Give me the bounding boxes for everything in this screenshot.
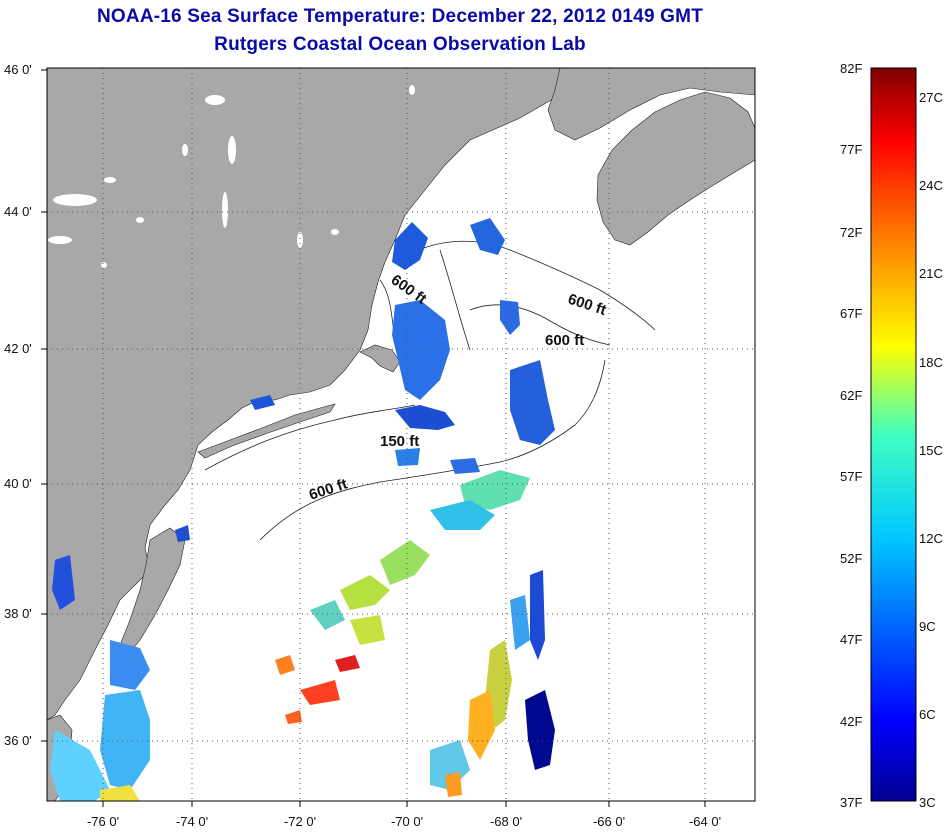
colorbar-c-label: 9C: [919, 619, 936, 634]
lon-label: -66 0': [593, 814, 625, 829]
grid-lines: [47, 68, 755, 801]
map-title: NOAA-16 Sea Surface Temperature: Decembe…: [97, 6, 703, 27]
colorbar-c-label: 12C: [919, 531, 943, 546]
colorbar-f-label: 72F: [840, 225, 862, 240]
colorbar-f-label: 62F: [840, 388, 862, 403]
colorbar-c-label: 6C: [919, 707, 936, 722]
lon-label: -76 0': [87, 814, 119, 829]
inland-lakes: [48, 85, 415, 268]
map-subtitle: Rutgers Coastal Ocean Observation Lab: [214, 34, 586, 55]
colorbar-c-label: 21C: [919, 266, 943, 281]
lon-label: -72 0': [284, 814, 316, 829]
colorbar-f-label: 77F: [840, 142, 862, 157]
colorbar-f-label: 57F: [840, 469, 862, 484]
lat-label: 38 0': [4, 606, 32, 621]
colorbar-f-label: 82F: [840, 61, 862, 76]
colorbar-c-label: 15C: [919, 443, 943, 458]
lat-label: 42 0': [4, 341, 32, 356]
land-new-brunswick: [547, 68, 755, 141]
lat-label: 46 0': [4, 62, 32, 77]
sst-warm-patches: [100, 470, 530, 801]
lat-label: 36 0': [4, 733, 32, 748]
sst-cold-patches: [50, 218, 555, 801]
colorbar: [870, 67, 917, 802]
colorbar-fahrenheit-labels: 82F 77F 72F 67F 62F 57F 52F 47F 42F 37F: [840, 61, 862, 810]
colorbar-f-label: 47F: [840, 632, 862, 647]
colorbar-c-label: 24C: [919, 178, 943, 193]
axis-ticks: [41, 69, 706, 807]
colorbar-f-label: 42F: [840, 714, 862, 729]
colorbar-celsius-labels: 27C 24C 21C 18C 15C 12C 9C 6C 3C: [919, 90, 943, 810]
land-nova-scotia: [596, 91, 755, 246]
lon-label: -70 0': [391, 814, 423, 829]
isobath-label: 600 ft: [545, 332, 584, 349]
colorbar-f-label: 67F: [840, 306, 862, 321]
map-frame: [46, 67, 756, 802]
lat-label: 44 0': [4, 204, 32, 219]
isobath-label: 150 ft: [380, 433, 419, 450]
lat-label: 40 0': [4, 476, 32, 491]
land-long-island: [197, 403, 336, 459]
colorbar-f-label: 52F: [840, 551, 862, 566]
lon-label: -64 0': [689, 814, 721, 829]
land-cape-cod: [359, 344, 401, 373]
colorbar-c-label: 27C: [919, 90, 943, 105]
lon-label: -68 0': [490, 814, 522, 829]
lon-label: -74 0': [176, 814, 208, 829]
colorbar-f-label: 37F: [840, 795, 862, 810]
colorbar-c-label: 3C: [919, 795, 936, 810]
colorbar-c-label: 18C: [919, 355, 943, 370]
